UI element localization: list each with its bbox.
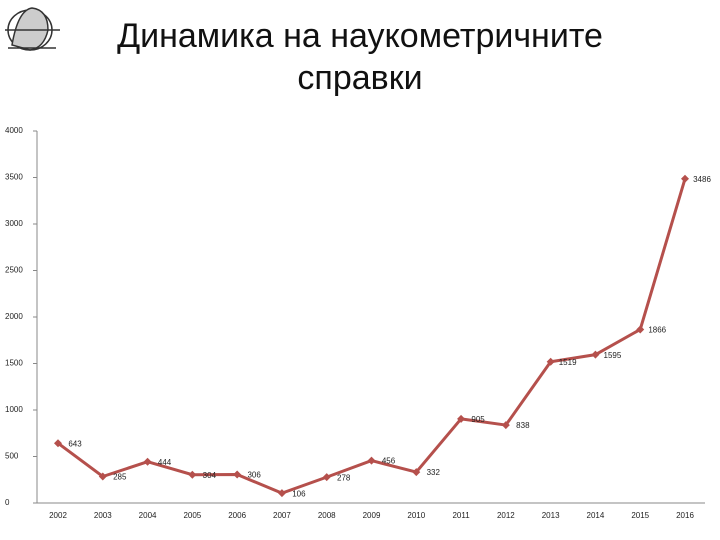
point-marker <box>277 489 286 498</box>
y-tick-label: 0 <box>5 498 10 507</box>
data-label: 106 <box>292 489 306 498</box>
x-tick-label: 2016 <box>676 511 694 520</box>
point-marker <box>322 473 331 482</box>
x-tick-label: 2008 <box>318 511 336 520</box>
point-marker <box>188 470 197 479</box>
y-tick-label: 4000 <box>5 126 23 135</box>
point-marker <box>54 439 62 448</box>
x-tick-label: 2013 <box>542 511 560 520</box>
x-tick-label: 2002 <box>49 511 67 520</box>
point-marker <box>143 457 152 466</box>
x-tick-label: 2011 <box>452 511 470 520</box>
point-marker <box>412 468 421 477</box>
data-label: 332 <box>427 468 441 477</box>
data-label: 905 <box>471 415 485 424</box>
chart-title: Динамика на наукометричните <box>117 17 603 55</box>
point-marker <box>546 357 555 366</box>
y-tick-label: 500 <box>5 452 19 461</box>
y-tick-label: 1000 <box>5 405 23 414</box>
y-tick-label: 2500 <box>5 266 23 275</box>
x-tick-label: 2004 <box>139 511 157 520</box>
x-tick-label: 2003 <box>94 511 112 520</box>
y-tick-label: 2000 <box>5 312 23 321</box>
x-tick-label: 2012 <box>497 511 515 520</box>
point-marker <box>98 472 107 481</box>
data-label: 643 <box>68 439 82 448</box>
x-tick-label: 2014 <box>587 511 605 520</box>
x-tick-label: 2006 <box>228 511 246 520</box>
data-label: 456 <box>382 457 396 466</box>
point-marker <box>367 456 376 465</box>
data-label: 1519 <box>559 358 577 367</box>
x-tick-label: 2007 <box>273 511 291 520</box>
x-tick-label: 2009 <box>363 511 381 520</box>
point-marker <box>681 174 689 183</box>
data-label: 838 <box>516 421 530 430</box>
point-marker <box>636 325 645 334</box>
point-marker <box>591 350 600 359</box>
data-label: 285 <box>113 473 127 482</box>
point-marker <box>457 414 466 423</box>
x-tick-label: 2010 <box>407 511 425 520</box>
point-marker <box>501 421 510 430</box>
y-tick-label: 3500 <box>5 173 23 182</box>
point-marker <box>233 470 242 479</box>
series-line <box>57 178 687 495</box>
data-label: 304 <box>203 471 217 480</box>
data-label: 3486 <box>693 175 711 184</box>
y-tick-label: 1500 <box>5 359 23 368</box>
data-label: 444 <box>158 458 172 467</box>
data-label: 278 <box>337 473 351 482</box>
y-tick-label: 3000 <box>5 219 23 228</box>
data-label: 306 <box>247 471 261 480</box>
chart-title: справки <box>297 59 422 97</box>
data-label: 1866 <box>648 326 666 335</box>
x-tick-label: 2005 <box>183 511 201 520</box>
data-label: 1595 <box>604 351 622 360</box>
logo <box>5 7 60 51</box>
x-tick-label: 2015 <box>631 511 649 520</box>
